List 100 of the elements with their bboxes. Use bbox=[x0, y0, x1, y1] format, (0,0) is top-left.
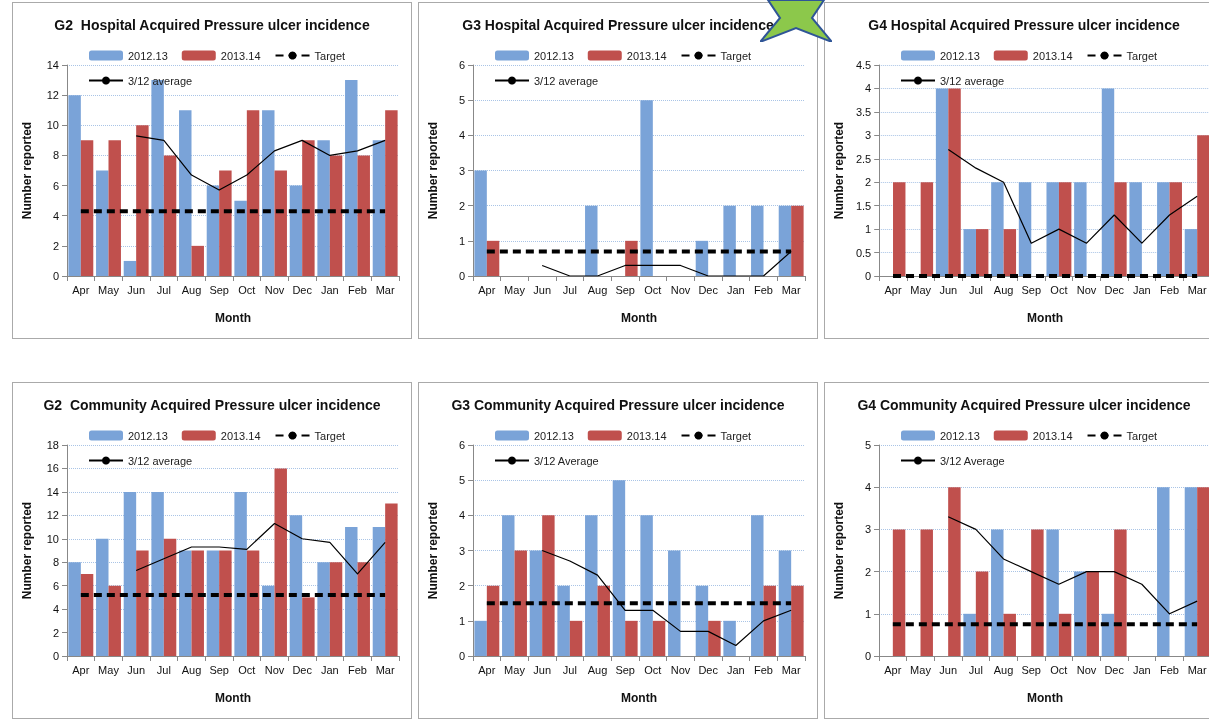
x-tick-label: Mar bbox=[781, 283, 801, 296]
bar bbox=[179, 550, 192, 656]
bar bbox=[80, 573, 94, 656]
x-tick-label: Jul bbox=[562, 283, 577, 296]
x-tick-label: Aug bbox=[181, 283, 202, 296]
x-tick-label: Jun bbox=[533, 663, 552, 676]
x-tick-label: Dec bbox=[1104, 283, 1125, 296]
y-axis-title: Number reported bbox=[426, 501, 440, 600]
y-tick-label: 14 bbox=[46, 485, 59, 498]
bar bbox=[206, 185, 220, 276]
x-tick-label: Jul bbox=[156, 283, 171, 296]
legend-label: 2012.13 bbox=[534, 49, 574, 62]
x-tick-label: Nov bbox=[1076, 663, 1097, 676]
bar bbox=[723, 205, 736, 276]
bar bbox=[302, 597, 315, 656]
y-tick-label: 3 bbox=[458, 544, 465, 557]
bar bbox=[163, 155, 177, 276]
bar bbox=[357, 155, 370, 276]
y-axis-title: Number reported bbox=[832, 501, 846, 600]
x-tick-label: Jun bbox=[939, 283, 958, 296]
y-tick-label: 0 bbox=[864, 650, 871, 662]
x-tick-label: Sep bbox=[1021, 283, 1042, 296]
x-tick-label: Apr bbox=[478, 283, 496, 296]
x-tick-label: May bbox=[504, 663, 526, 676]
bar bbox=[1129, 182, 1142, 276]
x-tick-label: Apr bbox=[478, 663, 496, 676]
y-tick-label: 1.5 bbox=[855, 199, 872, 212]
y-tick-label: 18 bbox=[46, 439, 59, 451]
chart-title: G2 Community Acquired Pressure ulcer incidence bbox=[43, 397, 381, 413]
y-tick-label: 2 bbox=[865, 176, 872, 189]
x-tick-label: Oct bbox=[644, 283, 662, 296]
bar bbox=[597, 585, 610, 656]
x-tick-label: Sep bbox=[615, 663, 635, 676]
x-tick-label: Nov bbox=[264, 663, 285, 676]
y-tick-label: 5 bbox=[458, 94, 465, 107]
x-tick-label: Sep bbox=[1021, 663, 1041, 676]
x-tick-label: Apr bbox=[72, 283, 90, 296]
legend-label: Target bbox=[314, 49, 346, 62]
y-tick-label: 3.5 bbox=[855, 105, 872, 118]
bar bbox=[935, 88, 949, 276]
x-tick-label: Apr bbox=[884, 283, 902, 296]
x-axis-title: Month bbox=[1027, 311, 1064, 325]
bar bbox=[1114, 182, 1127, 276]
legend-label: Target bbox=[1126, 49, 1158, 62]
y-tick-label: 0 bbox=[458, 650, 465, 662]
y-tick-label: 4 bbox=[52, 209, 59, 222]
x-tick-label: Jun bbox=[127, 663, 146, 676]
bar bbox=[1003, 613, 1016, 656]
bar bbox=[1101, 88, 1115, 276]
x-tick-label: May bbox=[910, 283, 932, 296]
x-tick-label: Jan bbox=[1133, 283, 1151, 296]
x-tick-label: Dec bbox=[1104, 663, 1125, 676]
bar bbox=[948, 88, 961, 276]
bar bbox=[1114, 529, 1127, 656]
bar bbox=[219, 170, 232, 276]
bar bbox=[191, 550, 204, 656]
y-tick-label: 10 bbox=[46, 119, 59, 132]
bar bbox=[372, 140, 386, 276]
y-tick-label: 1 bbox=[864, 607, 871, 620]
x-tick-label: Apr bbox=[884, 663, 902, 676]
legend-label: Target bbox=[720, 49, 752, 62]
bar bbox=[262, 110, 275, 276]
bar bbox=[474, 170, 487, 276]
bar bbox=[357, 562, 370, 656]
bar bbox=[274, 468, 287, 656]
bar bbox=[289, 185, 303, 276]
x-tick-label: May bbox=[910, 663, 932, 676]
y-tick-label: 5 bbox=[458, 474, 465, 487]
bar bbox=[625, 240, 638, 276]
bar bbox=[136, 125, 149, 276]
x-tick-label: Dec bbox=[698, 663, 719, 676]
x-tick-label: Dec bbox=[698, 283, 719, 296]
y-tick-label: 5 bbox=[864, 439, 871, 451]
chart-title: G4 Community Acquired Pressure ulcer incidence bbox=[857, 397, 1191, 413]
y-tick-label: 6 bbox=[52, 179, 59, 192]
bar bbox=[778, 550, 792, 656]
bar bbox=[695, 585, 709, 656]
chart-title: G2 Hospital Acquired Pressure ulcer incidence bbox=[54, 17, 370, 33]
y-tick-label: 4 bbox=[458, 509, 465, 522]
x-axis-title: Month bbox=[621, 311, 657, 325]
bar bbox=[151, 491, 164, 656]
y-axis-title: Number reported bbox=[20, 121, 34, 220]
legend-label: 2013.14 bbox=[220, 49, 261, 62]
y-tick-label: 2 bbox=[458, 199, 465, 212]
bar bbox=[1003, 229, 1017, 276]
bar bbox=[1046, 529, 1059, 656]
bar bbox=[274, 170, 287, 276]
bar bbox=[1086, 571, 1099, 656]
bar bbox=[1184, 229, 1198, 276]
bar bbox=[246, 110, 260, 276]
x-tick-label: Oct bbox=[1050, 663, 1068, 676]
chart-title: G4 Hospital Acquired Pressure ulcer incidence bbox=[868, 17, 1180, 33]
bar bbox=[1074, 182, 1087, 276]
bar bbox=[1184, 487, 1198, 656]
legend-label: Target bbox=[1126, 429, 1158, 442]
x-tick-label: Jan bbox=[1132, 663, 1151, 676]
bar bbox=[246, 550, 260, 656]
x-axis-title: Month bbox=[1027, 691, 1063, 705]
x-tick-label: May bbox=[98, 663, 120, 676]
legend-label: 2013.14 bbox=[1032, 429, 1073, 442]
